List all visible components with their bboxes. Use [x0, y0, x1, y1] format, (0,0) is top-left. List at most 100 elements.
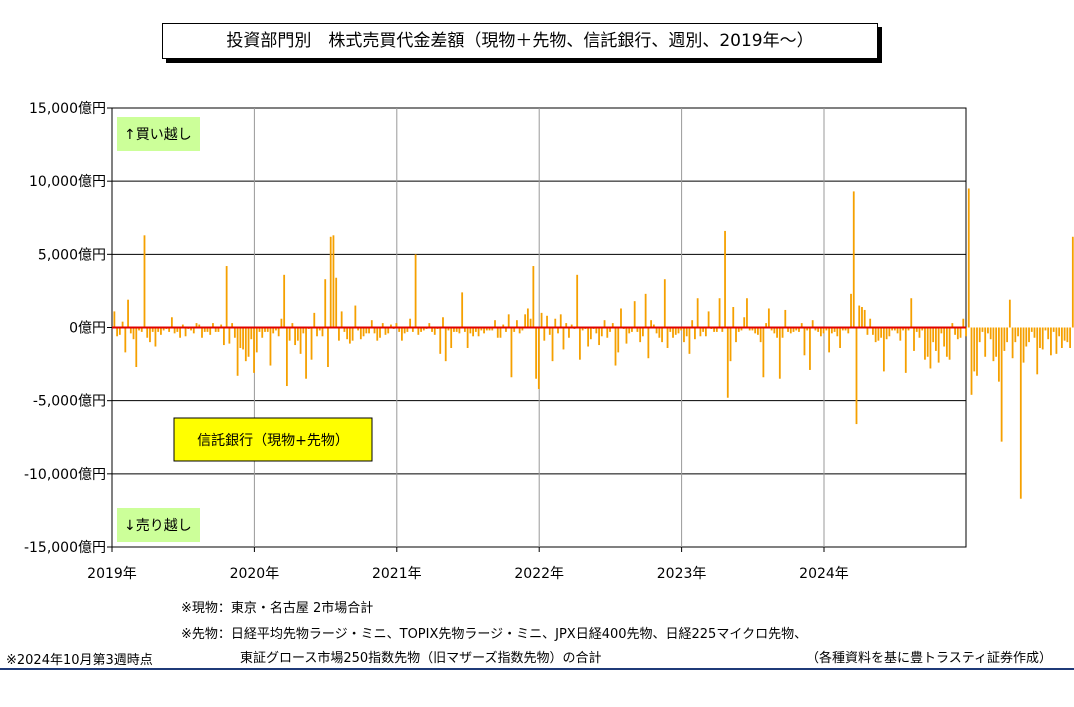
bar	[1060, 327, 1063, 348]
bar	[491, 327, 494, 331]
bar	[746, 298, 748, 328]
bar	[192, 327, 195, 334]
x-tick-label: 2020年	[230, 566, 280, 582]
bar	[721, 327, 724, 332]
bar	[633, 301, 636, 328]
footer-rule	[0, 668, 1074, 670]
bar	[669, 327, 672, 332]
bar	[135, 327, 138, 368]
bar	[359, 327, 362, 340]
bar	[636, 327, 639, 332]
bar	[261, 327, 264, 338]
bar	[1011, 327, 1014, 359]
bar	[494, 320, 496, 328]
bar	[776, 327, 778, 338]
bar	[223, 327, 225, 346]
bar	[800, 323, 803, 328]
bar	[543, 327, 546, 341]
bar	[507, 314, 510, 328]
bar	[203, 327, 206, 332]
bar	[836, 327, 839, 337]
bar	[644, 293, 647, 328]
bar	[932, 327, 935, 343]
bar	[1050, 327, 1052, 356]
bar	[253, 327, 255, 373]
bar	[499, 327, 502, 338]
bar	[767, 308, 770, 328]
bar	[940, 327, 943, 334]
x-tick-label: 2021年	[372, 566, 422, 582]
bar	[559, 314, 562, 328]
bar	[568, 327, 570, 338]
bar	[904, 327, 907, 373]
y-tick-label: 5,000億円	[38, 247, 106, 263]
bar	[516, 320, 518, 328]
bar	[620, 308, 622, 328]
bar	[770, 327, 773, 331]
bar	[718, 298, 721, 328]
bar	[129, 327, 132, 334]
bar	[740, 327, 743, 331]
bar	[641, 327, 644, 337]
bar	[1036, 327, 1039, 375]
bar	[694, 327, 696, 340]
bar	[450, 327, 453, 348]
bar	[1014, 327, 1017, 343]
bar	[1052, 327, 1055, 332]
bar	[658, 327, 661, 338]
bar	[138, 327, 140, 331]
bar	[529, 318, 532, 328]
bar	[809, 327, 811, 370]
bar	[704, 327, 707, 337]
bar	[839, 327, 841, 348]
bar	[1066, 327, 1069, 343]
bar	[146, 327, 149, 338]
bar	[926, 327, 929, 357]
x-tick-label: 2024年	[799, 566, 849, 582]
bar	[381, 323, 384, 328]
bar	[540, 312, 543, 328]
bar	[833, 327, 836, 332]
bar	[666, 327, 669, 348]
bar	[411, 327, 414, 332]
bar	[811, 320, 814, 328]
note-futures-2: 東証グロース市場250指数先物（旧マザーズ指数先物）の合計	[240, 651, 602, 666]
bar	[589, 327, 592, 340]
bar	[962, 318, 965, 328]
bar	[387, 327, 390, 334]
bar	[918, 327, 921, 338]
bar-series	[113, 188, 1074, 499]
bar	[121, 321, 124, 328]
bar	[521, 327, 524, 331]
bar	[401, 327, 403, 341]
bar	[357, 327, 359, 331]
bar	[376, 327, 379, 341]
bar	[1055, 327, 1058, 354]
bar	[458, 327, 461, 334]
bar	[258, 327, 261, 332]
bar	[915, 327, 918, 332]
bar	[822, 327, 825, 334]
bar	[327, 327, 329, 368]
bar	[647, 327, 650, 359]
bar	[743, 317, 746, 328]
bar	[1000, 327, 1003, 442]
y-tick-label: 0億円	[69, 321, 106, 337]
bar	[496, 327, 499, 338]
bar	[1008, 299, 1011, 328]
annotations: ↑買い越し ↓売り越し 信託銀行（現物+先物）	[117, 117, 373, 542]
bar	[329, 236, 332, 328]
bar	[609, 327, 611, 332]
bar	[696, 298, 699, 328]
bar	[598, 327, 600, 346]
bar	[455, 327, 458, 332]
bar	[765, 323, 768, 328]
bar	[652, 324, 655, 328]
bar	[233, 327, 236, 338]
bar	[995, 327, 998, 357]
bar	[639, 327, 642, 343]
bar	[732, 307, 735, 328]
bar	[967, 188, 970, 328]
bar	[830, 327, 833, 334]
